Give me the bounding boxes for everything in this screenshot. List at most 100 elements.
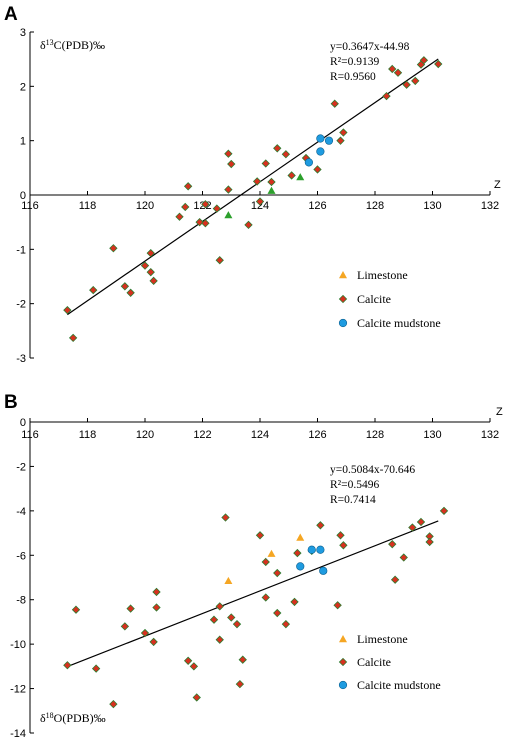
panel-a-y-tick-label: 3 [20, 27, 26, 39]
panel-b-x-tick-label: 120 [136, 429, 154, 441]
panel-b-point-calcite [408, 523, 417, 532]
panel-b-point-calcite [215, 635, 224, 644]
panel-b-point-calcite [399, 553, 408, 562]
panel-b-point-calcite [109, 699, 118, 709]
panel-a-point-calcite [63, 306, 72, 315]
panel-b-r2: R²=0.5496 [330, 479, 379, 491]
panel-a-y-tick-label: -2 [16, 299, 26, 311]
panel-b-label: B [4, 392, 18, 413]
panel-a-point-calcite [227, 159, 236, 169]
panel-a-point-calcite [339, 128, 348, 137]
panel-b-point-calcite [63, 661, 72, 670]
panel-a-point-calcite [126, 288, 135, 297]
panel-a-point-calcite-mudstone [324, 136, 334, 145]
panel-b-y-tick-label: -10 [10, 639, 26, 651]
panel-b-point-calcite [91, 664, 101, 673]
panel-a-point-calcite [146, 248, 155, 258]
panel-a-x-tick-label: 124 [251, 200, 269, 212]
panel-a-point-calcite [224, 149, 233, 158]
panel-a-x-tick-label: 132 [481, 200, 499, 212]
panel-a-x-tick-label: 130 [423, 200, 441, 212]
panel-a-y-tick-label: -3 [16, 353, 26, 365]
panel-b-point-calcite [238, 655, 247, 664]
panel-a-point-calcite [393, 68, 403, 77]
panel-b-point-calcite-mudstone [296, 562, 305, 571]
panel-a-label: A [4, 4, 18, 25]
panel-b-point-calcite [192, 693, 201, 702]
panel-a-r2: R²=0.9139 [330, 56, 379, 68]
panel-a-y-tick-label: 0 [20, 190, 26, 202]
panel-a-legend-marker [338, 294, 348, 304]
panel-a-point-calcite [215, 256, 224, 265]
panel-a-point-calcite [419, 56, 429, 65]
panel-a-equation: y=0.3647x-44.98 [330, 41, 410, 53]
panel-a-x-tick-label: 128 [366, 200, 384, 212]
panel-b-point-calcite [126, 604, 135, 613]
panel-a-point-calcite [287, 171, 296, 180]
panel-b-trendline [67, 520, 439, 668]
panel-b-point-calcite [390, 575, 400, 584]
panel-a-x-tick-label: 126 [308, 200, 326, 212]
panel-a-point-calcite-mudstone [316, 134, 325, 143]
panel-b-legend-label: Calcite mudstone [357, 678, 441, 692]
panel-a-point-calcite [175, 212, 184, 221]
panel-a-point-calcite [212, 204, 222, 213]
panel-b-y-tick-label: -8 [16, 595, 26, 607]
panel-a-point-calcite [267, 177, 276, 187]
panel-a-point-calcite [252, 177, 262, 186]
panel-a-ylabel: δ13C(PDB)‰ [40, 38, 105, 53]
panel-a-point-calcite [388, 64, 397, 74]
panel-a-point-calcite-mudstone [316, 147, 325, 156]
panel-a-point-calcite [109, 244, 118, 253]
panel-b-point-calcite [425, 537, 434, 547]
panel-b-y-tick-label: -12 [10, 684, 26, 696]
panel-a-legend-marker [338, 318, 348, 328]
panel-a-point-calcite [411, 76, 420, 86]
panel-b-point-limestone [296, 533, 305, 541]
panel-a-point-calcite [201, 200, 210, 209]
panel-b-point-limestone [267, 549, 276, 557]
panel-a-point-calcite [382, 91, 391, 101]
panel-a-point-calcite [402, 80, 411, 89]
panel-b-x-tick-label: 118 [79, 429, 97, 441]
panel-a-point-calcite [181, 202, 190, 212]
panel-a-point-calcite [434, 59, 443, 69]
panel-b-x-tick-label: 126 [308, 429, 326, 441]
panel-b-point-calcite-mudstone [319, 566, 328, 575]
panel-b-x-tick-label: 122 [193, 429, 211, 441]
panel-a-point-calcite [195, 218, 204, 227]
panel-b-point-calcite [293, 548, 302, 558]
panel-b-point-calcite [273, 608, 282, 618]
panel-b-y-tick-label: -4 [16, 506, 26, 518]
panel-b-point-calcite [336, 531, 345, 540]
panel-a-trendline [67, 58, 439, 316]
panel-b-point-calcite [120, 622, 130, 631]
panel-a-point-calcite [146, 267, 155, 277]
panel-a-r: R=0.9560 [330, 71, 376, 83]
panel-b-point-calcite [416, 517, 426, 527]
panel-b-legend-marker [338, 680, 348, 690]
panel-b-point-calcite [235, 679, 245, 689]
panel-a-point-calcite [330, 99, 339, 108]
panel-a-y-tick-label: 2 [20, 81, 26, 93]
panel-b-point-calcite [261, 557, 270, 567]
panel-b-point-calcite [232, 619, 242, 629]
panel-a-point-calcite [68, 333, 78, 343]
panel-b-equation: y=0.5084x-70.646 [330, 464, 415, 476]
panel-b-point-calcite [255, 531, 265, 540]
panel-a-point-limestone [224, 211, 233, 219]
panel-b-point-calcite [71, 605, 81, 614]
panel-b-x-tick-label: 132 [481, 429, 499, 441]
panel-a-legend-label: Limestone [357, 268, 408, 282]
panel-b-point-calcite [189, 662, 199, 671]
panel-b-point-calcite [140, 628, 150, 638]
panel-b-point-calcite [333, 601, 342, 610]
panel-a-point-calcite [224, 185, 233, 194]
panel-b-point-calcite [221, 513, 230, 522]
panel-a-legend-label: Calcite mudstone [357, 316, 441, 330]
panel-b-point-calcite [290, 597, 299, 607]
panel-b-legend-label: Calcite [357, 655, 391, 669]
panel-a-point-calcite [89, 285, 98, 295]
panel-a-point-limestone [296, 173, 305, 181]
panel-b-point-calcite [183, 656, 193, 665]
